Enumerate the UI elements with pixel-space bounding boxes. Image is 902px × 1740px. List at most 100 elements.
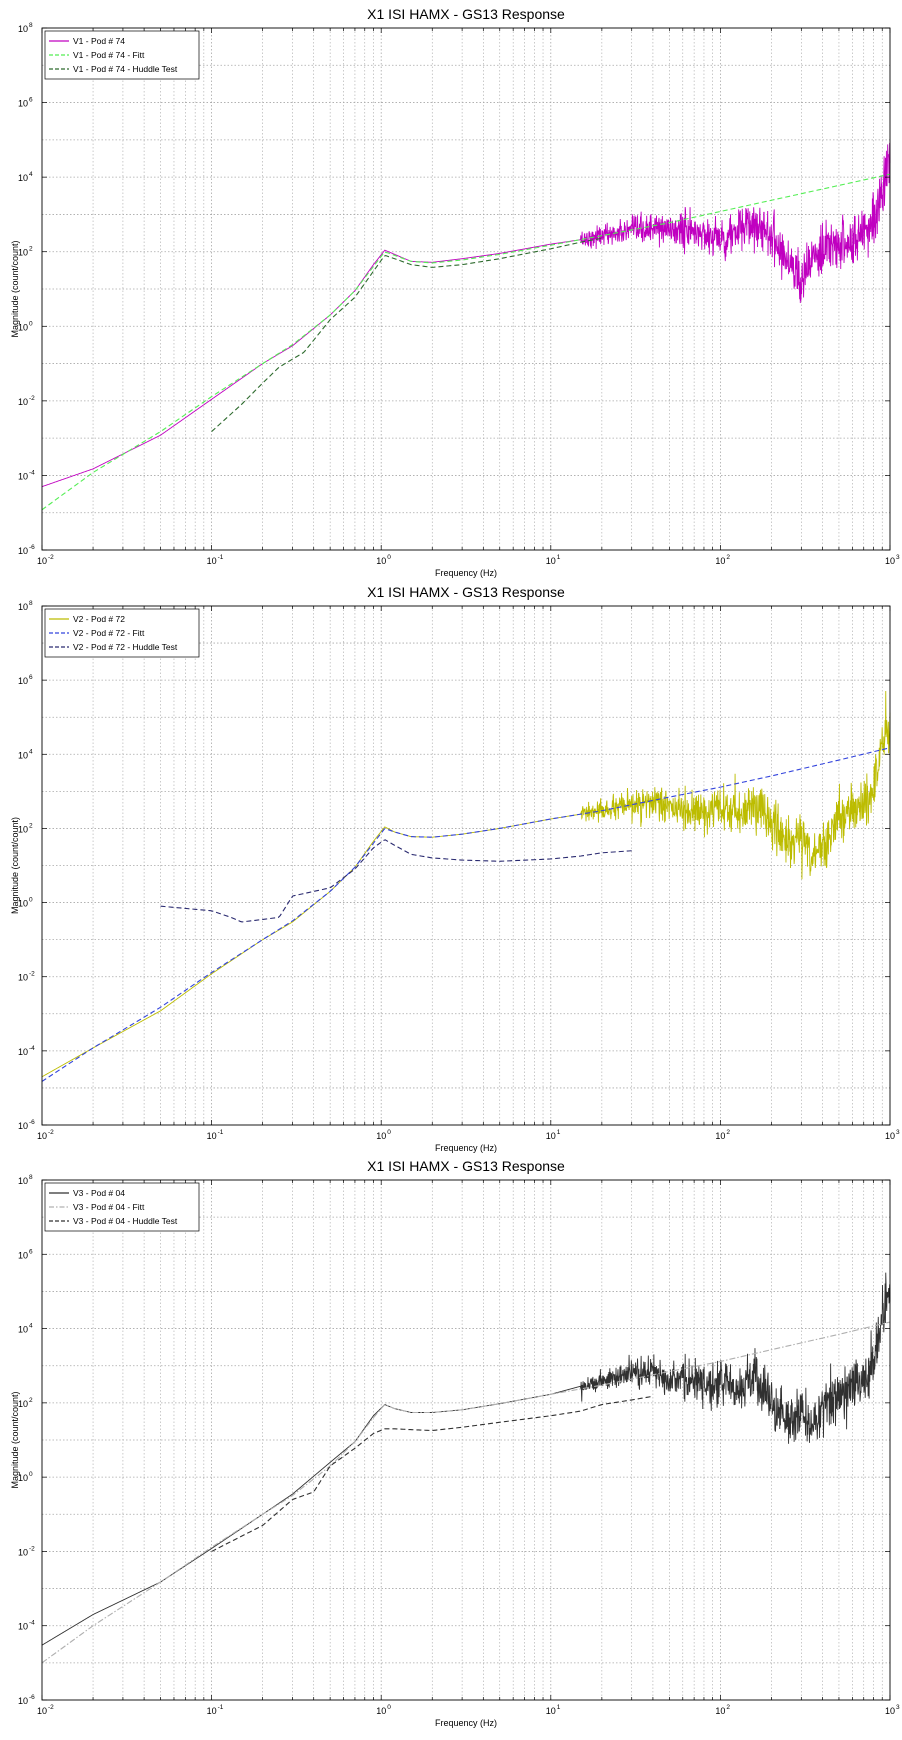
y-tick-exponent: -2 <box>29 971 35 978</box>
legend: V3 - Pod # 04 V3 - Pod # 04 - Fitt V3 - Po… <box>44 1182 200 1232</box>
y-tick-label: 10 <box>18 24 28 34</box>
series-line-2 <box>41 173 891 511</box>
y-tick-label: 10 <box>18 471 28 481</box>
y-tick-label: 10 <box>18 1399 28 1409</box>
y-tick-exponent: 8 <box>29 600 33 607</box>
x-tick-label: 10 <box>546 1706 556 1716</box>
y-tick-exponent: 6 <box>29 674 33 681</box>
y-axis-label: Magnitude (count/count) <box>10 817 20 914</box>
x-tick-label: 10 <box>546 556 556 566</box>
y-tick-label: 10 <box>18 824 28 834</box>
x-tick-label: 10 <box>207 556 217 566</box>
legend-box <box>44 608 200 658</box>
y-tick-exponent: 4 <box>29 748 33 755</box>
legend: V2 - Pod # 72 V2 - Pod # 72 - Fitt V2 - Po… <box>44 608 200 658</box>
x-tick-label: 10 <box>885 1706 895 1716</box>
y-tick-label: 10 <box>18 899 28 909</box>
chart-panel-2: 10 -2 10 -1 10 0 10 1 10 2 10 310 -610 -410 -210 010 210… <box>10 584 900 1153</box>
y-tick-label: 10 <box>18 173 28 183</box>
y-tick-label: 10 <box>18 248 28 258</box>
axes-frame <box>41 605 891 1126</box>
y-tick-label: 10 <box>18 1176 28 1186</box>
y-tick-label: 10 <box>18 1696 28 1706</box>
x-tick-label: 10 <box>376 1131 386 1141</box>
x-tick-label: 10 <box>37 1706 47 1716</box>
x-tick-exponent: 3 <box>896 554 900 561</box>
y-tick-label: 10 <box>18 99 28 109</box>
y-tick-label: 10 <box>18 1250 28 1260</box>
x-tick-label: 10 <box>207 1131 217 1141</box>
y-tick-label: 10 <box>18 973 28 983</box>
y-tick-exponent: 6 <box>29 1248 33 1255</box>
chart-panel-3: 10 -2 10 -1 10 0 10 1 10 2 10 310 -610 -410 -210 010 210… <box>10 1158 900 1728</box>
x-axis-label: Frequency (Hz) <box>435 1718 497 1728</box>
series-line-1 <box>41 691 891 1078</box>
legend-label: V2 - Pod # 72 - Huddle Test <box>73 642 178 652</box>
y-tick-exponent: -2 <box>29 395 35 402</box>
y-tick-label: 10 <box>18 1473 28 1483</box>
x-tick-label: 10 <box>207 1706 217 1716</box>
y-tick-exponent: -6 <box>29 544 35 551</box>
y-tick-label: 10 <box>18 602 28 612</box>
y-tick-exponent: 2 <box>29 246 33 253</box>
legend: V1 - Pod # 74 V1 - Pod # 74 - Fitt V1 - Po… <box>44 30 200 80</box>
x-tick-label: 10 <box>715 1131 725 1141</box>
y-tick-exponent: 8 <box>29 1174 33 1181</box>
y-tick-label: 10 <box>18 1325 28 1335</box>
y-axis-label: Magnitude (count/count) <box>10 240 20 337</box>
x-tick-label: 10 <box>885 1131 895 1141</box>
x-tick-exponent: 2 <box>726 1704 730 1711</box>
series-line-2 <box>41 1321 891 1664</box>
x-tick-exponent: 2 <box>726 1129 730 1136</box>
x-tick-exponent: -1 <box>218 554 224 561</box>
x-tick-exponent: 2 <box>726 554 730 561</box>
y-tick-exponent: 6 <box>29 97 33 104</box>
chart-title: X1 ISI HAMX - GS13 Response <box>367 6 565 22</box>
y-tick-exponent: 2 <box>29 1397 33 1404</box>
x-tick-exponent: 0 <box>387 554 391 561</box>
legend-label: V3 - Pod # 04 <box>73 1188 125 1198</box>
series-line-3 <box>160 839 632 923</box>
y-tick-exponent: 8 <box>29 22 33 29</box>
y-tick-exponent: 0 <box>29 320 33 327</box>
legend-label: V3 - Pod # 04 - Fitt <box>73 1202 145 1212</box>
x-tick-label: 10 <box>376 1706 386 1716</box>
x-tick-label: 10 <box>715 1706 725 1716</box>
y-tick-label: 10 <box>18 1547 28 1557</box>
x-tick-label: 10 <box>376 556 386 566</box>
y-tick-exponent: 4 <box>29 171 33 178</box>
y-tick-exponent: -4 <box>29 469 35 476</box>
y-tick-label: 10 <box>18 322 28 332</box>
x-tick-exponent: -1 <box>218 1129 224 1136</box>
y-tick-label: 10 <box>18 676 28 686</box>
x-axis-label: Frequency (Hz) <box>435 568 497 578</box>
axes-frame <box>41 27 891 551</box>
axes-frame <box>41 1179 891 1701</box>
legend-label: V1 - Pod # 74 <box>73 36 125 46</box>
chart-title: X1 ISI HAMX - GS13 Response <box>367 584 565 600</box>
x-tick-exponent: -2 <box>48 1129 54 1136</box>
y-tick-exponent: -6 <box>29 1119 35 1126</box>
legend-box <box>44 1182 200 1232</box>
x-tick-exponent: 0 <box>387 1704 391 1711</box>
x-tick-label: 10 <box>715 556 725 566</box>
legend-label: V2 - Pod # 72 - Fitt <box>73 628 145 638</box>
y-tick-label: 10 <box>18 397 28 407</box>
chart-title: X1 ISI HAMX - GS13 Response <box>367 1158 565 1174</box>
legend-label: V1 - Pod # 74 - Huddle Test <box>73 64 178 74</box>
chart-panel-1: 10 -2 10 -1 10 0 10 1 10 2 10 310 -610 -410 -210 010 210… <box>10 6 900 578</box>
y-tick-exponent: 0 <box>29 1471 33 1478</box>
series-line-3 <box>211 237 602 432</box>
x-tick-exponent: 3 <box>896 1129 900 1136</box>
y-tick-exponent: 2 <box>29 822 33 829</box>
y-tick-exponent: -4 <box>29 1620 35 1627</box>
x-tick-exponent: 0 <box>387 1129 391 1136</box>
y-tick-label: 10 <box>18 1622 28 1632</box>
legend-label: V1 - Pod # 74 - Fitt <box>73 50 145 60</box>
y-tick-label: 10 <box>18 1121 28 1131</box>
y-tick-label: 10 <box>18 546 28 556</box>
y-tick-exponent: -4 <box>29 1045 35 1052</box>
y-tick-label: 10 <box>18 1047 28 1057</box>
